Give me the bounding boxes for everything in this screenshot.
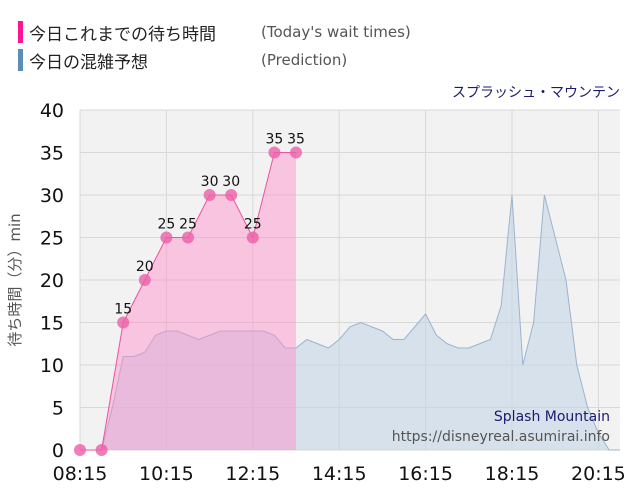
y-tick-label: 15 [40,313,64,335]
legend-label-prediction: 今日の混雑予想 [29,52,148,73]
x-tick-label: 20:15 [571,463,626,485]
today-point [182,231,194,244]
data-label: 35 [287,132,305,148]
legend-sub-prediction: (Prediction) [261,51,348,69]
prediction-area [80,195,620,450]
today-point [74,444,86,456]
legend-label-today: 今日これまでの待ち時間 [29,24,216,45]
today-point [203,189,216,201]
chart-areas [80,152,620,451]
x-tick-label: 18:15 [485,463,540,485]
y-tick-label: 10 [40,355,64,377]
today-point [138,274,151,286]
legend-sub-today: (Today's wait times) [261,23,411,41]
today-point [246,231,259,244]
watermark-title: Splash Mountain [494,409,610,425]
data-label: 25 [179,217,197,233]
today-point [290,146,302,159]
data-label: 30 [222,174,240,190]
data-label: 20 [136,259,154,275]
data-label: 15 [114,302,132,318]
y-tick-label: 30 [40,185,64,207]
today-point [268,146,281,159]
data-label: 25 [244,217,262,233]
y-tick-label: 0 [52,440,64,462]
x-tick-labels: 08:15 10:15 12:15 14:15 16:15 18:15 20:15 [53,463,626,485]
y-tick-label: 35 [40,143,64,165]
y-tick-label: 20 [40,270,64,292]
ride-name: スプラッシュ・マウンテン [452,85,620,101]
data-label: 30 [201,174,219,190]
watermark-url: https://disneyreal.asumirai.info [392,429,610,445]
legend-item-prediction: 今日の混雑予想 (Prediction) [18,48,348,73]
y-tick-label: 40 [40,100,64,122]
today-point [225,189,238,201]
chart-points [74,146,302,456]
x-tick-label: 16:15 [398,463,453,485]
legend-item-today: 今日これまでの待ち時間 (Today's wait times) [18,20,411,45]
legend-swatch-prediction [18,49,23,71]
today-point [95,444,108,456]
x-tick-label: 08:15 [53,463,108,485]
data-label: 25 [157,217,175,233]
today-point [160,231,173,244]
x-tick-label: 10:15 [139,463,194,485]
legend-swatch-today [18,21,23,43]
x-tick-label: 14:15 [312,463,367,485]
prediction-line [80,194,620,451]
y-axis-label: 待ち時間（分）min [6,213,24,346]
x-tick-label: 12:15 [225,463,280,485]
y-tick-labels: 0 5 10 15 20 25 30 35 40 [40,100,64,462]
today-point [117,316,130,329]
today-area [80,152,296,450]
data-label: 35 [265,132,283,148]
y-tick-label: 5 [52,398,64,420]
y-tick-label: 25 [40,228,64,250]
